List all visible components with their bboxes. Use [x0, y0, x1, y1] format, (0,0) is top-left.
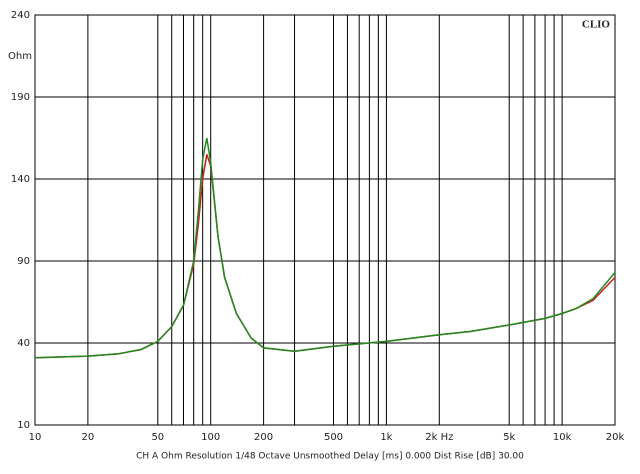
x-tick-label: 5k [503, 432, 515, 443]
y-tick-label: 40 [17, 338, 30, 349]
y-unit: Ohm [8, 51, 32, 62]
caption: CH A Ohm Resolution 1/48 Octave Unsmooth… [136, 452, 524, 462]
x-tick-label: 100 [201, 432, 220, 443]
x-tick-label: 10 [29, 432, 42, 443]
x-tick-label: 50 [151, 432, 164, 443]
x-tick-label: 20k [606, 432, 625, 443]
y-tick-label: 190 [11, 92, 30, 103]
x-tick-label: 2k Hz [425, 432, 453, 443]
y-tick-label: 10 [17, 420, 30, 431]
x-tick-label: 500 [324, 432, 343, 443]
y-tick-label: 140 [11, 174, 30, 185]
x-tick-label: 20 [82, 432, 95, 443]
impedance-curve [34, 137, 616, 359]
x-tick-label: 200 [254, 432, 273, 443]
y-tick-label: 90 [17, 256, 30, 267]
x-tick-label: 1k [380, 432, 392, 443]
x-tick-label: 10k [553, 432, 572, 443]
plot-frame [34, 14, 616, 426]
y-tick-label: 240 [11, 10, 30, 21]
brand: CLIO [582, 19, 611, 31]
